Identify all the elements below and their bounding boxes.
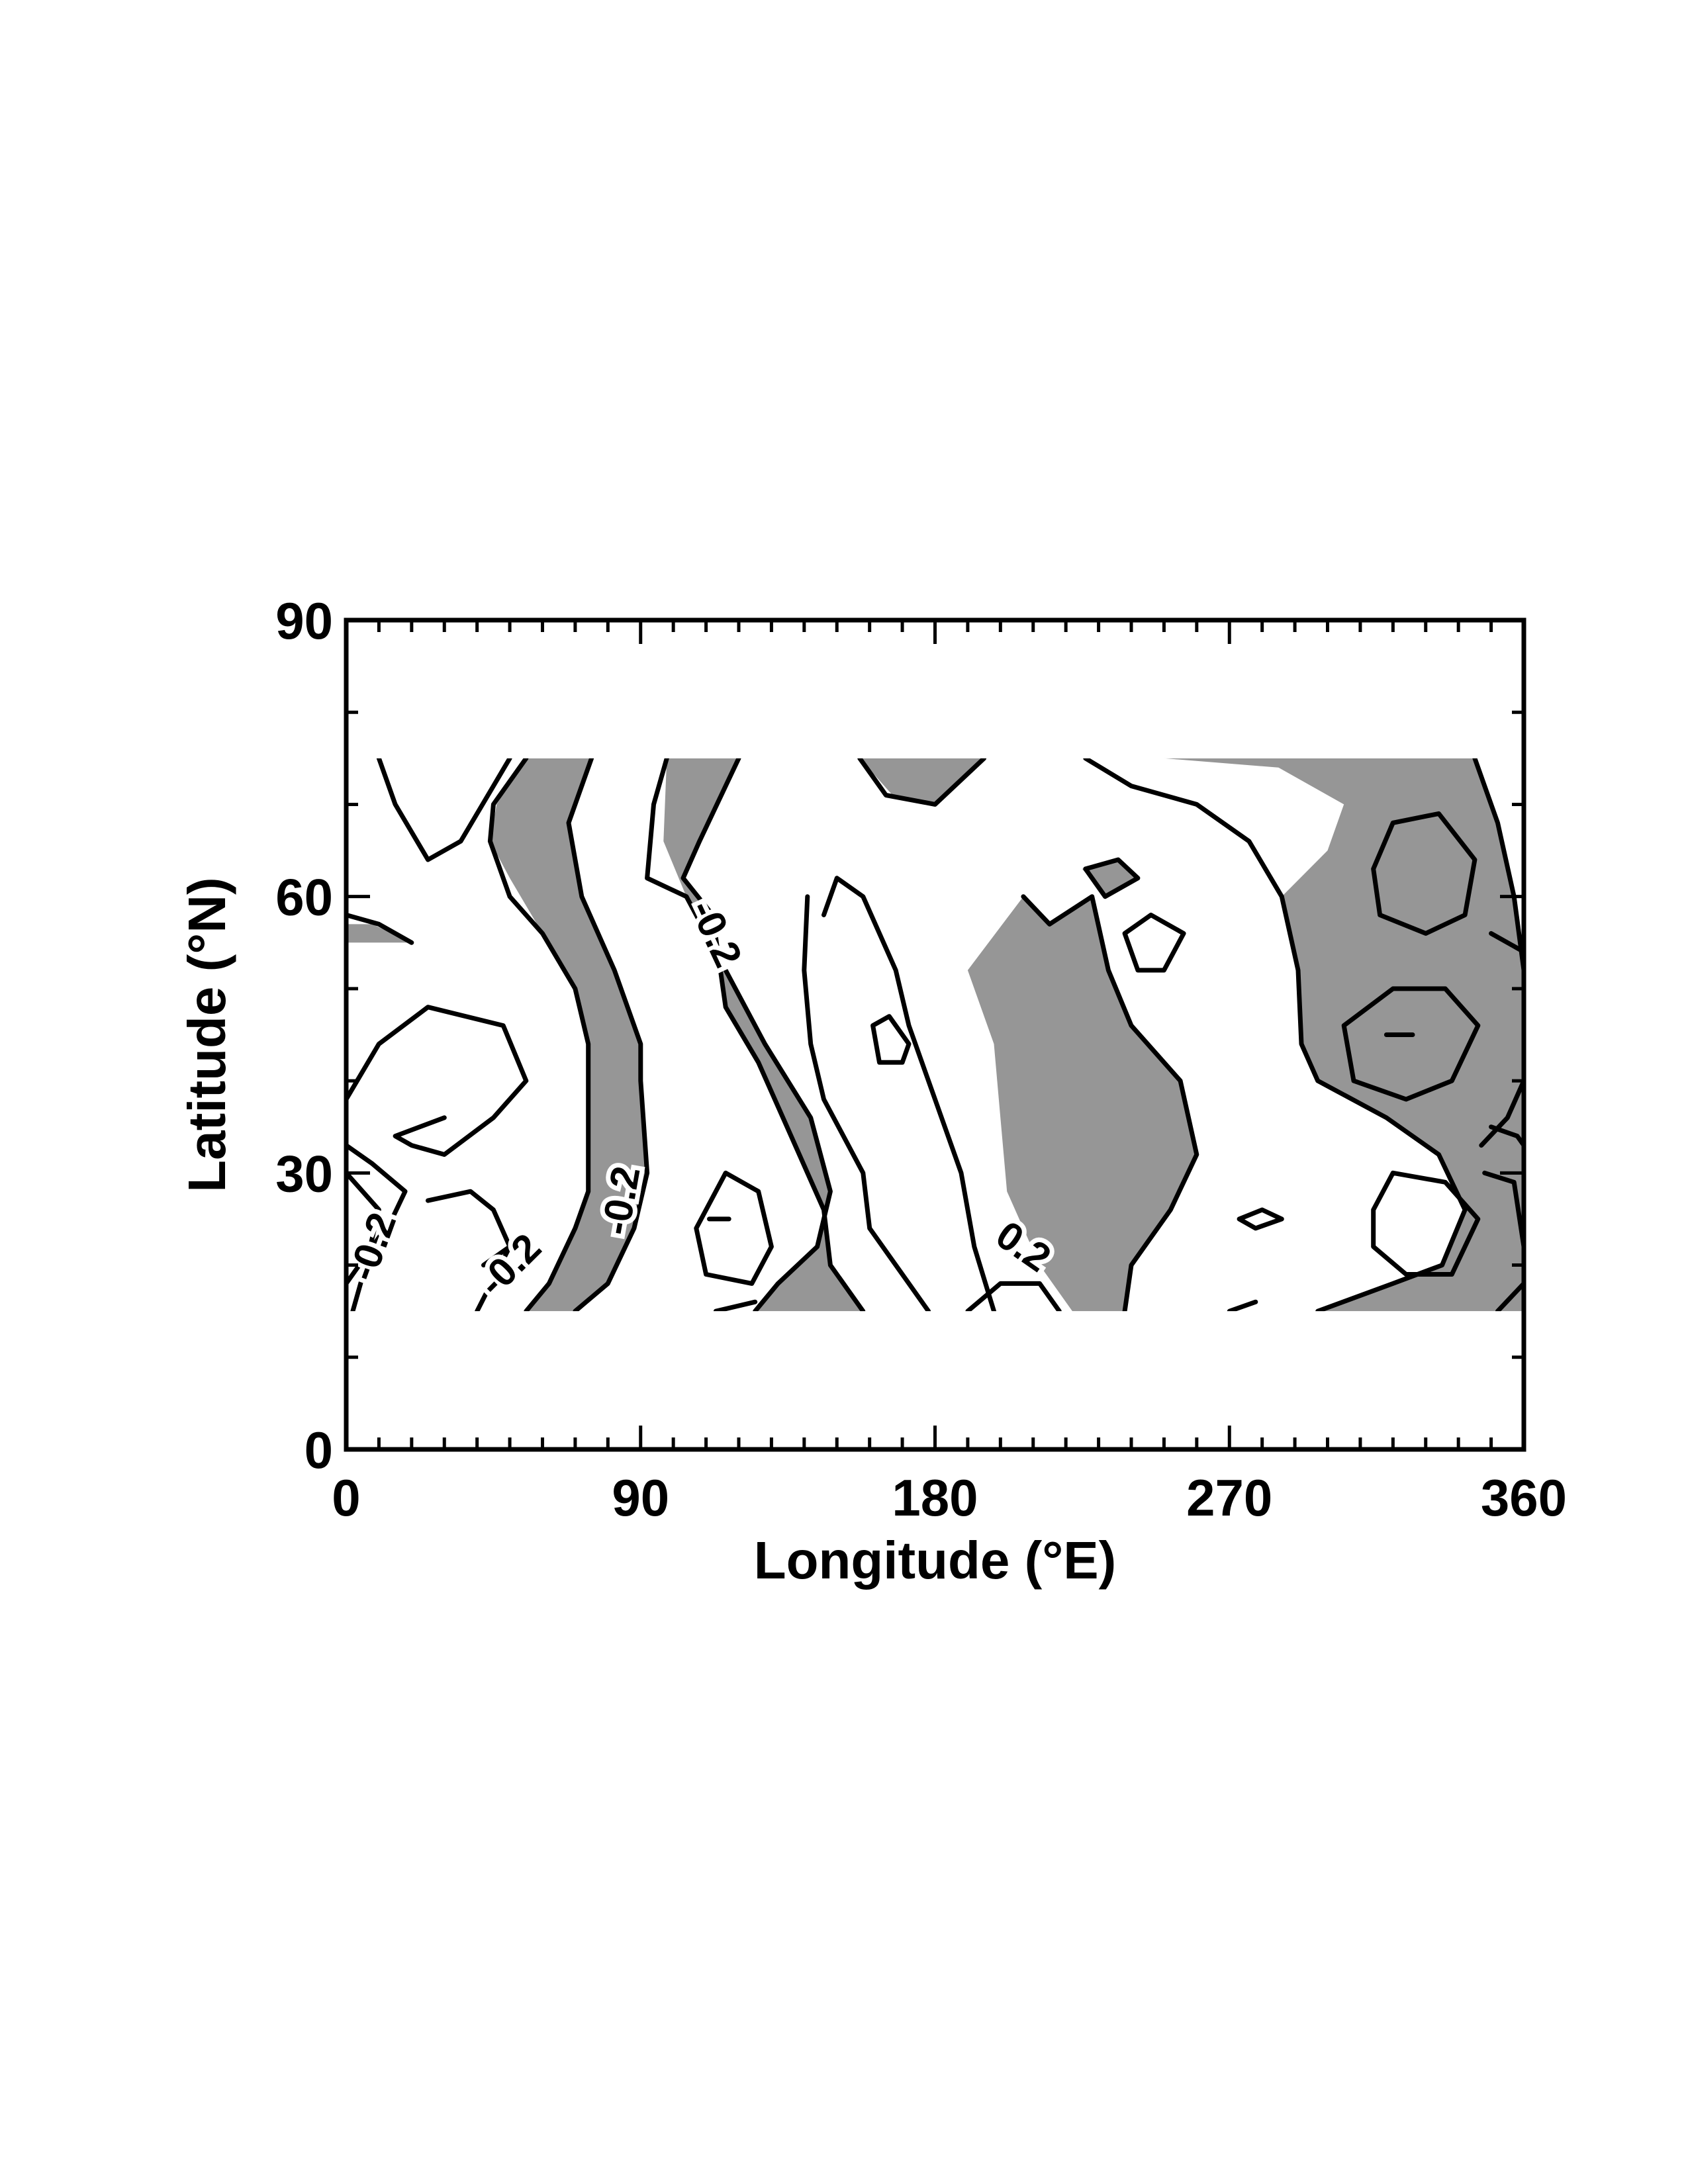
y-tick-label: 90	[275, 592, 333, 650]
contour-line-26	[346, 913, 414, 945]
contour-line-8	[857, 758, 987, 807]
contour-line-20	[1479, 1078, 1524, 1148]
contour-line-15	[1227, 1299, 1258, 1312]
y-tick-label: 0	[305, 1421, 333, 1479]
shaded-region-1	[663, 758, 863, 1312]
y-tick-labels: 0 30 60 90	[275, 592, 333, 1479]
shaded-region-4	[967, 896, 1197, 1312]
x-tick-label: 0	[332, 1469, 360, 1527]
contour-label-text: -0.2	[469, 1225, 549, 1304]
x-tick-label: 360	[1481, 1469, 1567, 1527]
contour-line-31	[346, 1170, 381, 1312]
contour-line-27	[1489, 931, 1524, 954]
contour-line-9	[821, 876, 996, 1312]
contour-line-21	[1482, 1170, 1524, 1312]
x-tick-labels: 0 90 180 270 360	[332, 1469, 1567, 1527]
contour-labels: -0.2-0.2 -0.2-0.2-0.2-0.2-0.2-0.20.20.2	[335, 888, 1064, 1309]
y-tick-label: 30	[275, 1144, 333, 1203]
contour-line-30	[346, 1143, 408, 1286]
contour-line-3	[645, 758, 833, 1312]
y-tick-label: 60	[275, 868, 333, 927]
contour-line-25	[1371, 1170, 1481, 1277]
contour-line-32	[426, 1189, 512, 1268]
contour-line-6	[694, 1170, 774, 1286]
contour-line-12	[965, 1281, 1062, 1312]
contour-line-33	[475, 1244, 512, 1312]
shaded-region-5	[1082, 860, 1138, 897]
shaded-region-2	[859, 758, 984, 805]
contour-line-18	[1237, 1207, 1284, 1231]
shaded-region-0	[490, 758, 647, 1312]
contour-line-19	[1472, 758, 1524, 973]
shaded-region-6	[346, 924, 412, 943]
contour-line-29	[346, 1005, 529, 1157]
contour-line-16	[1083, 857, 1141, 899]
contour-line-0	[376, 758, 512, 862]
axis-ticks	[344, 618, 1526, 1451]
contour-label-text: -0.2	[340, 1207, 404, 1287]
contour-lines	[346, 758, 1524, 1312]
contour-line-23	[1341, 986, 1481, 1102]
contour-line-13	[1021, 894, 1199, 1312]
contour-line-1	[487, 758, 591, 1312]
contour-line-10	[870, 1014, 912, 1065]
contour-line-14	[1083, 758, 1468, 1312]
x-tick-label: 90	[612, 1469, 669, 1527]
x-tick-label: 270	[1186, 1469, 1272, 1527]
contour-line-22	[1371, 811, 1477, 936]
contour-line-17	[1122, 913, 1186, 973]
y-axis-label: Latitude (°N)	[177, 877, 236, 1192]
x-axis-label: Longitude (°E)	[754, 1531, 1116, 1590]
contour-label-1: -0.2-0.2	[465, 1220, 553, 1309]
contour-line-4	[680, 758, 866, 1312]
contour-line-5	[713, 1299, 758, 1312]
contour-line-2	[566, 758, 650, 1312]
contour-line-11	[802, 894, 931, 1312]
contour-label-0: -0.2-0.2	[335, 1203, 409, 1291]
x-tick-label: 180	[892, 1469, 978, 1527]
